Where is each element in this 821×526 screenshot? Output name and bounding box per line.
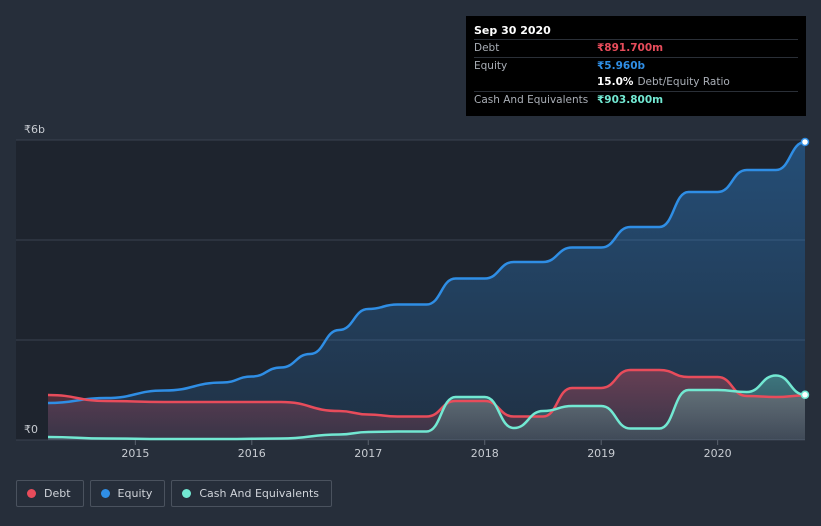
legend-label-equity: Equity [117,487,153,500]
legend-item-cash[interactable]: Cash And Equivalents [171,480,332,507]
x-tick-label: 2018 [471,447,499,460]
tooltip-equity-row: Equity ₹5.960b [474,56,798,75]
y-tick-label: ₹6b [24,123,45,136]
series-areas [48,142,805,440]
legend-label-debt: Debt [44,487,71,500]
x-axis: 2015 2016 2017 2018 2019 2020 [121,440,732,460]
legend-dot-equity [100,489,110,498]
legend-item-debt[interactable]: Debt [16,480,84,507]
tooltip-cash-row: Cash And Equivalents ₹903.800m [474,90,798,109]
x-tick-label: 2016 [238,447,266,460]
legend-dot-cash [182,489,192,498]
tooltip-equity-value: ₹5.960b [597,59,646,72]
area-cash-and-equivalents [48,375,805,440]
tooltip-cash-value: ₹903.800m [597,93,664,106]
y-axis: ₹6b ₹0 [24,123,45,436]
tooltip-cash-label: Cash And Equivalents [474,93,589,106]
tooltip-debt-value: ₹891.700m [597,42,664,54]
tooltip-equity-label: Equity [474,59,508,72]
area-equity [48,142,805,440]
line-equity [47,140,806,405]
legend-item-equity[interactable]: Equity [89,480,166,507]
tooltip-ratio-row: 15.0% Debt/Equity Ratio [474,74,798,91]
x-tick-label: 2020 [704,447,732,460]
end-markers [800,137,810,400]
tooltip-ratio-value: 15.0% [597,76,634,88]
line-cash-and-equivalents [47,374,806,441]
data-tooltip: Sep 30 2020 Debt ₹891.700m Equity ₹5.960… [466,16,806,116]
end-marker-cash-and-equivalents [800,390,810,400]
legend-dot-debt [27,489,36,498]
tooltip-debt-label: Debt [474,42,500,54]
chart-legend: Debt Equity Cash And Equivalents [16,480,332,507]
x-tick-label: 2015 [121,447,149,460]
x-tick-label: 2017 [354,447,382,460]
series-lines [47,140,806,441]
tooltip-ratio-label: Debt/Equity Ratio [637,76,730,88]
end-marker-equity [800,137,810,147]
tooltip-date: Sep 30 2020 [474,24,551,37]
x-tick-label: 2019 [587,447,615,460]
y-tick-label: ₹0 [24,423,38,436]
legend-label-cash: Cash And Equivalents [199,487,319,500]
tooltip-debt-row: Debt ₹891.700m [474,39,798,57]
